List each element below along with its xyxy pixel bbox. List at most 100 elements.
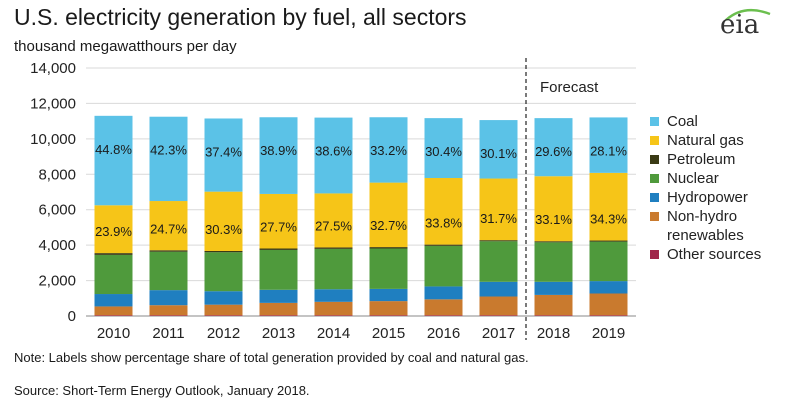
bar-segment (479, 315, 518, 316)
bar-segment (479, 120, 518, 179)
bar-segment (534, 118, 573, 177)
bar-segment (534, 294, 573, 316)
bar-segment (149, 251, 188, 291)
bar-segment (149, 116, 188, 202)
bar-segment (369, 315, 408, 316)
bar-segment (314, 289, 353, 302)
bar-segment (534, 241, 573, 243)
bar-segment (589, 281, 628, 294)
bar-segment (369, 288, 408, 302)
x-tick-label: 2015 (372, 325, 405, 342)
bar-segment (479, 241, 518, 282)
bar-segment (204, 291, 243, 305)
bar-segment (534, 176, 573, 242)
bar-segment (589, 241, 628, 282)
bar-segment (424, 118, 463, 179)
data-label: 29.6% (535, 144, 572, 159)
bar-segment (94, 253, 133, 255)
y-tick-label: 0 (68, 308, 76, 325)
bar-segment (369, 301, 408, 316)
bar-segment (534, 315, 573, 316)
legend-label: Other sources (667, 246, 761, 263)
bar-segment (149, 201, 188, 251)
chart-title: U.S. electricity generation by fuel, all… (14, 4, 467, 30)
bar-segment (204, 315, 243, 316)
bar-segment (589, 293, 628, 316)
data-label: 32.7% (370, 218, 407, 233)
data-label: 33.8% (425, 216, 462, 231)
bar-segment (204, 118, 243, 192)
bar-segment (204, 252, 243, 292)
y-tick-label: 14,000 (30, 60, 76, 77)
bar-segment (314, 315, 353, 316)
x-tick-label: 2010 (97, 325, 130, 342)
legend-label: Coal (667, 113, 698, 130)
bar-segment (94, 115, 133, 206)
bar-segment (259, 117, 298, 194)
bar-segment (259, 289, 298, 303)
eia-logo-swoosh-icon (725, 8, 771, 21)
data-label: 30.1% (480, 146, 517, 161)
data-label: 27.5% (315, 218, 352, 233)
eia-logo (700, 6, 780, 46)
y-tick-label: 10,000 (30, 131, 76, 148)
bar-segment (94, 315, 133, 316)
bar-segment (204, 304, 243, 316)
bar-segment (94, 205, 133, 254)
chart-subtitle: thousand megawatthours per day (14, 38, 237, 55)
data-label: 24.7% (150, 221, 187, 236)
x-tick-label: 2011 (152, 325, 184, 342)
legend-swatch (650, 250, 659, 259)
bar-segment (369, 248, 408, 289)
bar-segment (94, 306, 133, 316)
bar-segment (314, 193, 353, 248)
y-tick-label: 2,000 (38, 273, 76, 290)
bar-segment (479, 240, 518, 242)
legend-swatch (650, 117, 659, 126)
x-tick-label: 2013 (262, 325, 295, 342)
bar-segment (534, 281, 573, 295)
y-tick-label: 4,000 (38, 237, 76, 254)
bar-segment (589, 240, 628, 242)
bar-segment (314, 301, 353, 316)
bar-segment (149, 305, 188, 316)
bar-segment (369, 182, 408, 248)
data-label: 33.2% (370, 143, 407, 158)
bar-segment (424, 244, 463, 246)
legend-swatch (650, 136, 659, 145)
y-tick-label: 12,000 (30, 95, 76, 112)
legend-swatch (650, 174, 659, 183)
eia-logo-text: eia (720, 10, 760, 40)
bar-segment (479, 296, 518, 316)
bar-segment (94, 254, 133, 295)
chart-source: Source: Short-Term Energy Outlook, Janua… (14, 383, 310, 398)
x-tick-label: 2014 (317, 325, 350, 342)
bar-segment (314, 117, 353, 194)
data-label: 23.9% (95, 224, 132, 239)
legend-swatch (650, 155, 659, 164)
data-label: 30.4% (425, 144, 462, 159)
bar-segment (369, 247, 408, 249)
legend-label: Natural gas (667, 132, 744, 149)
legend-label: Petroleum (667, 151, 735, 168)
stacked-bar-chart: 0 2,000 4,000 6,000 8,000 10,000 12,000 14,000 2… (30, 58, 761, 342)
bar-segment (424, 286, 463, 300)
data-label: 38.6% (315, 144, 352, 159)
x-tick-label: 2016 (427, 325, 460, 342)
data-label: 38.9% (260, 143, 297, 158)
bar-segment (149, 315, 188, 316)
bar-segment (589, 117, 628, 173)
bar-segment (479, 178, 518, 241)
legend-swatch (650, 193, 659, 202)
data-label: 44.8% (95, 142, 132, 157)
bar-segment (94, 294, 133, 307)
legend-swatch (650, 212, 659, 221)
bar-segment (314, 247, 353, 249)
bar-segment (204, 191, 243, 251)
bar-segment (424, 299, 463, 316)
x-tick-label: 2017 (482, 325, 515, 342)
x-tick-label: 2018 (537, 325, 570, 342)
legend-label: Nuclear (667, 170, 719, 187)
data-label: 33.1% (535, 212, 572, 227)
bar-segment (149, 290, 188, 306)
